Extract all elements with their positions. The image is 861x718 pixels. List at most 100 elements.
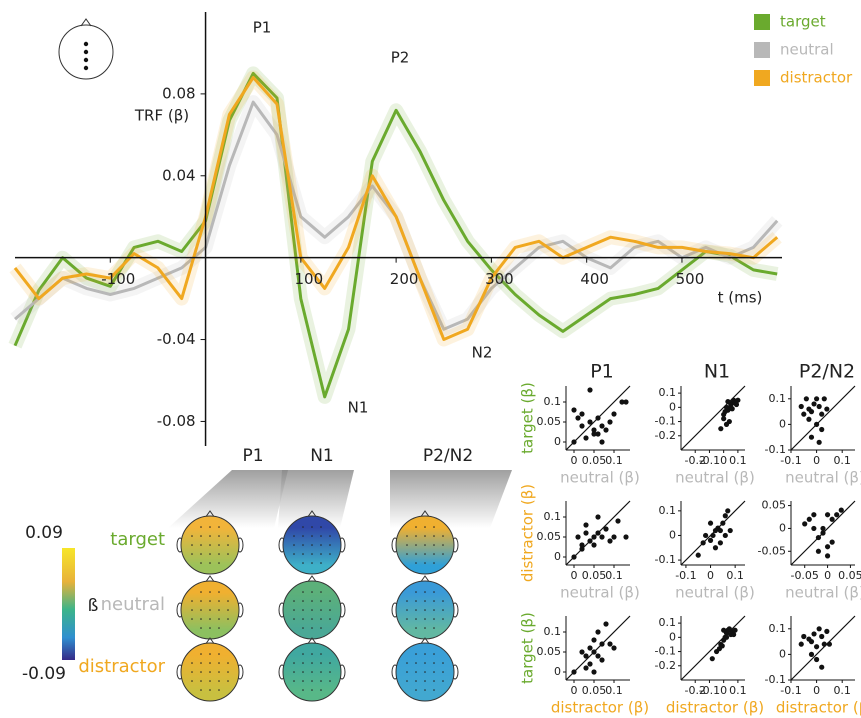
electrode: [191, 680, 193, 682]
electrode: [200, 627, 202, 629]
point: [722, 409, 727, 414]
point: [591, 431, 596, 436]
electrode: [433, 689, 435, 691]
point: [591, 669, 596, 674]
electrode: [442, 544, 444, 546]
electrode: [218, 618, 220, 620]
y-tick-label: 0.04: [162, 166, 195, 184]
electrode: [415, 671, 417, 673]
electrode: [442, 618, 444, 620]
point: [611, 534, 616, 539]
point: [603, 427, 608, 432]
electrode: [320, 680, 322, 682]
electrode: [320, 600, 322, 602]
x-tick-label: -0.1: [675, 569, 696, 582]
electrode: [218, 600, 220, 602]
electrode: [424, 526, 426, 528]
point: [834, 512, 839, 517]
electrode: [311, 535, 313, 537]
point: [721, 628, 726, 633]
y-tick-label: 0.1: [659, 504, 677, 517]
electrode: [311, 553, 313, 555]
electrode: [218, 609, 220, 611]
point: [703, 533, 708, 538]
point: [725, 399, 730, 404]
y-tick-label: 0: [554, 665, 561, 678]
electrode: [293, 544, 295, 546]
x-tick-label: -100: [101, 270, 135, 288]
scatter-panel: -0.100.10.10-0.1neutral (β): [655, 501, 755, 602]
electrode: [191, 600, 193, 602]
y-tick-label: -0.04: [157, 330, 196, 348]
point: [599, 423, 604, 428]
electrode: [302, 526, 304, 528]
electrode: [302, 653, 304, 655]
electrode: [200, 609, 202, 611]
electrode: [424, 591, 426, 593]
point: [811, 631, 816, 636]
electrode: [302, 680, 304, 682]
electrode: [209, 689, 211, 691]
x-axis-label: neutral (β): [560, 469, 640, 487]
peak-label: N1: [348, 399, 369, 417]
electrode: [320, 671, 322, 673]
x-tick-label: 0.05: [582, 684, 607, 697]
electrode: [320, 526, 322, 528]
y-tick-label: 0: [779, 647, 786, 660]
electrode: [311, 591, 313, 593]
x-tick-label: 0.1: [729, 684, 747, 697]
panel-title: P1: [590, 361, 614, 383]
electrode: [442, 662, 444, 664]
electrode: [415, 689, 417, 691]
point: [599, 439, 604, 444]
electrode-inset: [59, 19, 113, 79]
electrode: [293, 553, 295, 555]
point: [623, 534, 628, 539]
column-header: N1: [310, 446, 334, 466]
electrode: [209, 553, 211, 555]
electrode: [293, 671, 295, 673]
x-axis-label: distractor (β): [776, 699, 861, 717]
y-tick-label: -0.1: [655, 645, 676, 658]
point: [718, 540, 723, 545]
electrode: [320, 553, 322, 555]
electrode: [200, 562, 202, 564]
point: [579, 411, 584, 416]
y-axis-label: target (β): [519, 612, 537, 684]
electrode: [424, 653, 426, 655]
point: [595, 653, 600, 658]
x-axis-label: neutral (β): [560, 584, 640, 602]
point: [579, 423, 584, 428]
identity-line: [791, 616, 855, 680]
electrode: [200, 553, 202, 555]
point: [720, 521, 725, 526]
x-tick-label: 0: [720, 454, 727, 467]
electrode: [415, 535, 417, 537]
electrode: [415, 609, 417, 611]
electrode: [209, 680, 211, 682]
electrode: [406, 680, 408, 682]
point: [820, 526, 825, 531]
electrode: [424, 544, 426, 546]
electrode: [415, 680, 417, 682]
point: [814, 657, 819, 662]
electrode: [415, 553, 417, 555]
electrode: [218, 535, 220, 537]
x-tick-label: 300: [485, 270, 514, 288]
x-tick-label: 0: [720, 684, 727, 697]
point: [819, 665, 824, 670]
y-tick-label: -0.1: [655, 415, 676, 428]
point: [591, 542, 596, 547]
electrode: [406, 618, 408, 620]
point: [611, 411, 616, 416]
electrode: [442, 680, 444, 682]
electrode: [406, 600, 408, 602]
x-tick-label: 0.1: [605, 454, 623, 467]
x-tick-label: 0: [813, 454, 820, 467]
electrode: [442, 553, 444, 555]
x-tick-label: -0.1: [699, 454, 720, 467]
x-axis-label: distractor (β): [666, 699, 764, 717]
point: [820, 530, 825, 535]
page: {"chart_data": [ {"type": "line", "ylabe…: [0, 0, 861, 718]
x-axis-label: neutral (β): [785, 469, 861, 487]
